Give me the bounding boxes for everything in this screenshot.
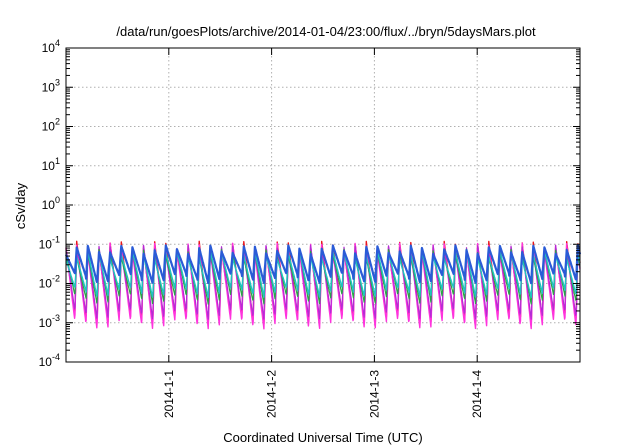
x-tick-label: 2014-1-3 [367, 370, 381, 418]
y-tick-label: 103 [42, 77, 60, 94]
y-tick-label: 10-4 [39, 352, 60, 369]
x-axis-label: Coordinated Universal Time (UTC) [223, 430, 422, 445]
series-line [65, 244, 581, 320]
series-group [64, 240, 582, 330]
y-axis-label: cSv/day [13, 182, 28, 229]
y-tick-label: 10-1 [39, 234, 60, 251]
x-tick-label: 2014-1-2 [265, 370, 279, 418]
grid [66, 48, 580, 362]
series-line [64, 244, 582, 285]
x-tick-label: 2014-1-4 [470, 370, 484, 418]
chart-title: /data/run/goesPlots/archive/2014-01-04/2… [116, 24, 536, 39]
y-tick-label: 101 [42, 156, 60, 173]
y-tick-label: 100 [42, 195, 60, 212]
x-tick-label: 2014-1-1 [162, 370, 176, 418]
y-tick-label: 104 [42, 38, 60, 55]
series-line [65, 249, 581, 298]
y-tick-label: 102 [42, 117, 60, 134]
y-tick-label: 10-3 [39, 313, 60, 330]
y-tick-label: 10-2 [39, 274, 60, 291]
y-axis: 10-4 10-3 10-2 10-1 100 101 102 103 104 [39, 38, 580, 369]
x-axis: 2014-1-1 2014-1-2 2014-1-3 2014-1-4 [162, 48, 484, 418]
